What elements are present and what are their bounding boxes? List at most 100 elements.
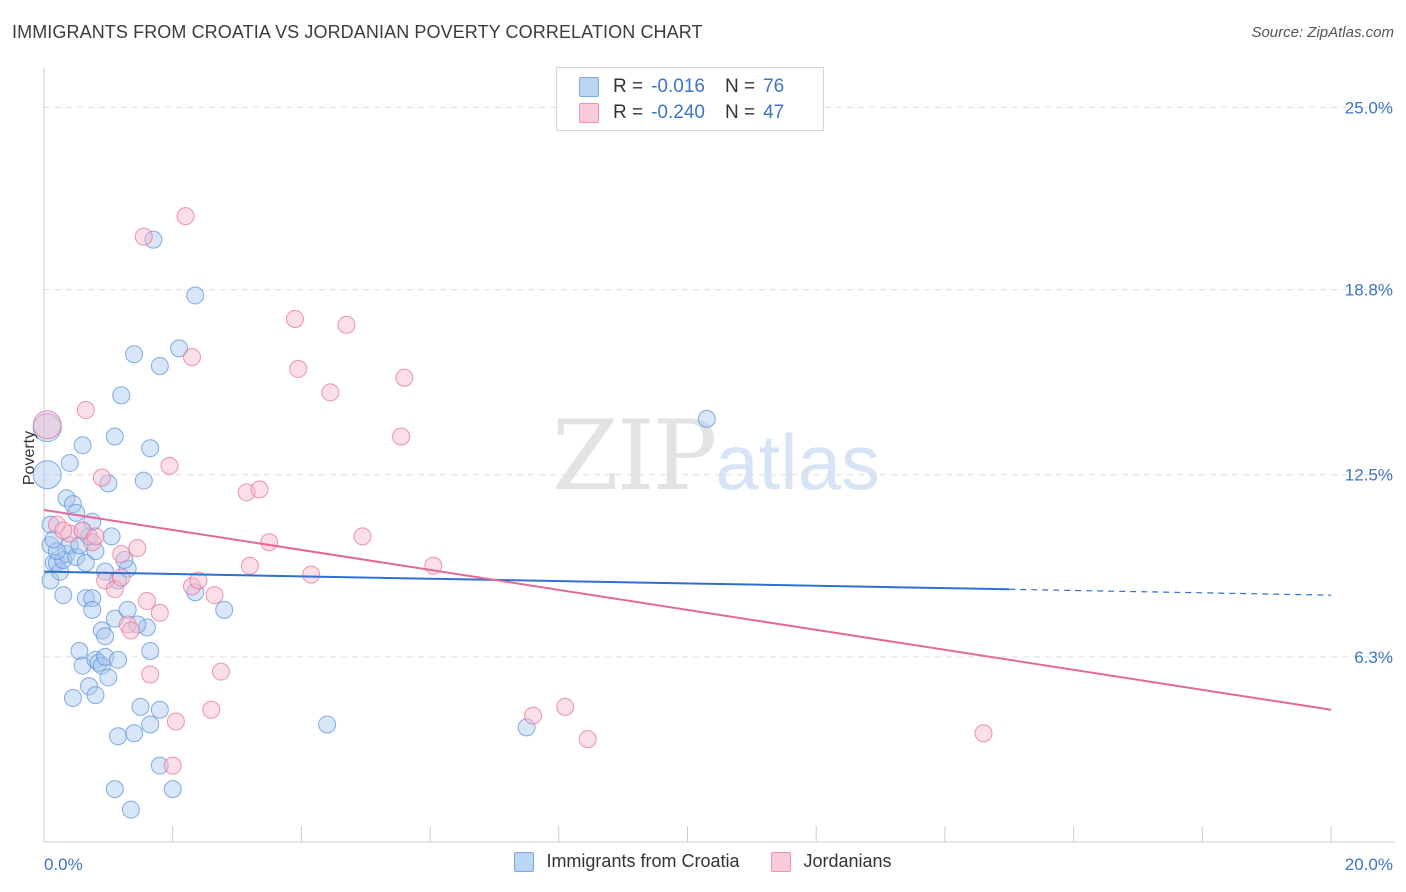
- data-point: [285, 309, 304, 328]
- legend-swatch-croatia: [514, 851, 535, 872]
- data-point: [517, 718, 536, 737]
- y-tick-label: 18.8%: [1345, 281, 1393, 300]
- data-point: [578, 730, 597, 749]
- data-point: [166, 712, 185, 731]
- data-point: [76, 553, 95, 572]
- trend-lines: [43, 508, 1332, 711]
- data-point: [47, 542, 66, 561]
- data-point: [170, 339, 189, 358]
- data-point: [60, 453, 79, 472]
- legend-row-croatia: R = -0.016 N = 76: [579, 75, 784, 99]
- data-point: [160, 456, 179, 475]
- data-point: [395, 368, 414, 387]
- legend-label-croatia: Immigrants from Croatia: [546, 851, 740, 871]
- chart-title: IMMIGRANTS FROM CROATIA VS JORDANIAN POV…: [12, 22, 703, 42]
- data-point: [189, 571, 208, 590]
- data-point: [32, 410, 62, 440]
- data-point: [70, 642, 89, 660]
- data-point: [392, 427, 411, 446]
- data-point: [73, 436, 92, 455]
- legend-row-jordanians: R = -0.240 N = 47: [579, 101, 784, 125]
- data-point: [67, 547, 86, 566]
- data-point: [141, 642, 160, 660]
- trend-line-jordanians: [43, 508, 1332, 711]
- legend-swatch-croatia: [579, 77, 599, 97]
- data-point: [186, 583, 205, 602]
- data-point: [150, 356, 169, 375]
- data-point: [134, 227, 153, 246]
- data-point: [76, 401, 95, 420]
- legend-swatch-jordanians: [579, 103, 599, 123]
- y-tick-label: 25.0%: [1345, 98, 1393, 117]
- data-point: [131, 697, 150, 716]
- data-point: [105, 580, 124, 599]
- data-point: [240, 556, 259, 575]
- data-point: [86, 527, 105, 546]
- data-point: [63, 689, 82, 708]
- data-point: [211, 662, 230, 681]
- data-point: [337, 315, 356, 334]
- data-point: [186, 286, 205, 305]
- data-point: [92, 621, 111, 640]
- y-tick-label: 12.5%: [1345, 466, 1393, 485]
- data-point: [150, 603, 169, 622]
- source-label[interactable]: Source: ZipAtlas.com: [1251, 24, 1394, 41]
- data-point: [118, 600, 137, 619]
- watermark: ZIPatlas: [552, 400, 880, 512]
- data-point: [109, 650, 128, 669]
- data-point: [215, 600, 234, 619]
- legend-r-value: -0.016: [651, 76, 705, 97]
- series-legend: Immigrants from Croatia Jordanians: [0, 851, 1406, 872]
- data-point: [105, 427, 124, 446]
- data-point: [141, 439, 160, 458]
- data-point: [125, 724, 144, 743]
- data-point: [134, 471, 153, 490]
- data-point: [118, 615, 137, 634]
- data-point: [109, 727, 128, 746]
- data-point: [302, 565, 321, 584]
- trend-line-croatia: [43, 570, 1010, 591]
- data-point: [250, 480, 269, 499]
- legend-label-jordanians: Jordanians: [803, 851, 892, 871]
- data-point: [96, 627, 115, 646]
- data-point: [353, 527, 372, 546]
- watermark-atlas: atlas: [715, 418, 880, 506]
- data-point: [183, 348, 202, 367]
- data-point: [697, 409, 716, 428]
- data-point: [205, 586, 224, 605]
- data-point: [80, 677, 99, 696]
- x-tick-label: 20.0%: [1345, 855, 1393, 874]
- stats-legend: R = -0.016 N = 76 R = -0.240 N = 47: [556, 67, 824, 131]
- series-jordanians-points: [32, 207, 993, 775]
- data-point: [54, 586, 73, 605]
- series-croatia-points: [32, 230, 716, 819]
- data-point: [32, 460, 62, 490]
- data-point: [102, 527, 121, 546]
- legend-item-croatia[interactable]: Immigrants from Croatia: [514, 851, 739, 872]
- legend-swatch-jordanians: [771, 851, 792, 872]
- data-point: [974, 724, 993, 743]
- data-point: [556, 697, 575, 716]
- data-point: [99, 668, 118, 687]
- legend-item-jordanians[interactable]: Jordanians: [771, 851, 892, 872]
- data-point: [112, 568, 131, 587]
- legend-n-label: N =: [724, 76, 756, 97]
- data-point: [141, 715, 160, 734]
- trend-line-croatia-extension: [1009, 588, 1332, 596]
- legend-r-label: R =: [613, 102, 644, 123]
- legend-r-label: R =: [613, 76, 644, 97]
- data-point: [163, 756, 182, 775]
- data-point: [125, 345, 144, 364]
- data-point: [121, 800, 140, 819]
- data-point: [150, 756, 169, 775]
- legend-n-value: 76: [763, 76, 785, 97]
- data-point: [112, 386, 131, 405]
- data-point: [92, 468, 111, 487]
- data-point: [318, 715, 337, 734]
- data-point: [260, 533, 279, 552]
- tick-labels: 6.3% 12.5% 18.8% 25.0% 0.0% 20.0%: [44, 98, 1393, 874]
- x-tick-label: 0.0%: [44, 855, 83, 874]
- data-point: [105, 780, 124, 799]
- legend-r-value: -0.240: [651, 102, 705, 123]
